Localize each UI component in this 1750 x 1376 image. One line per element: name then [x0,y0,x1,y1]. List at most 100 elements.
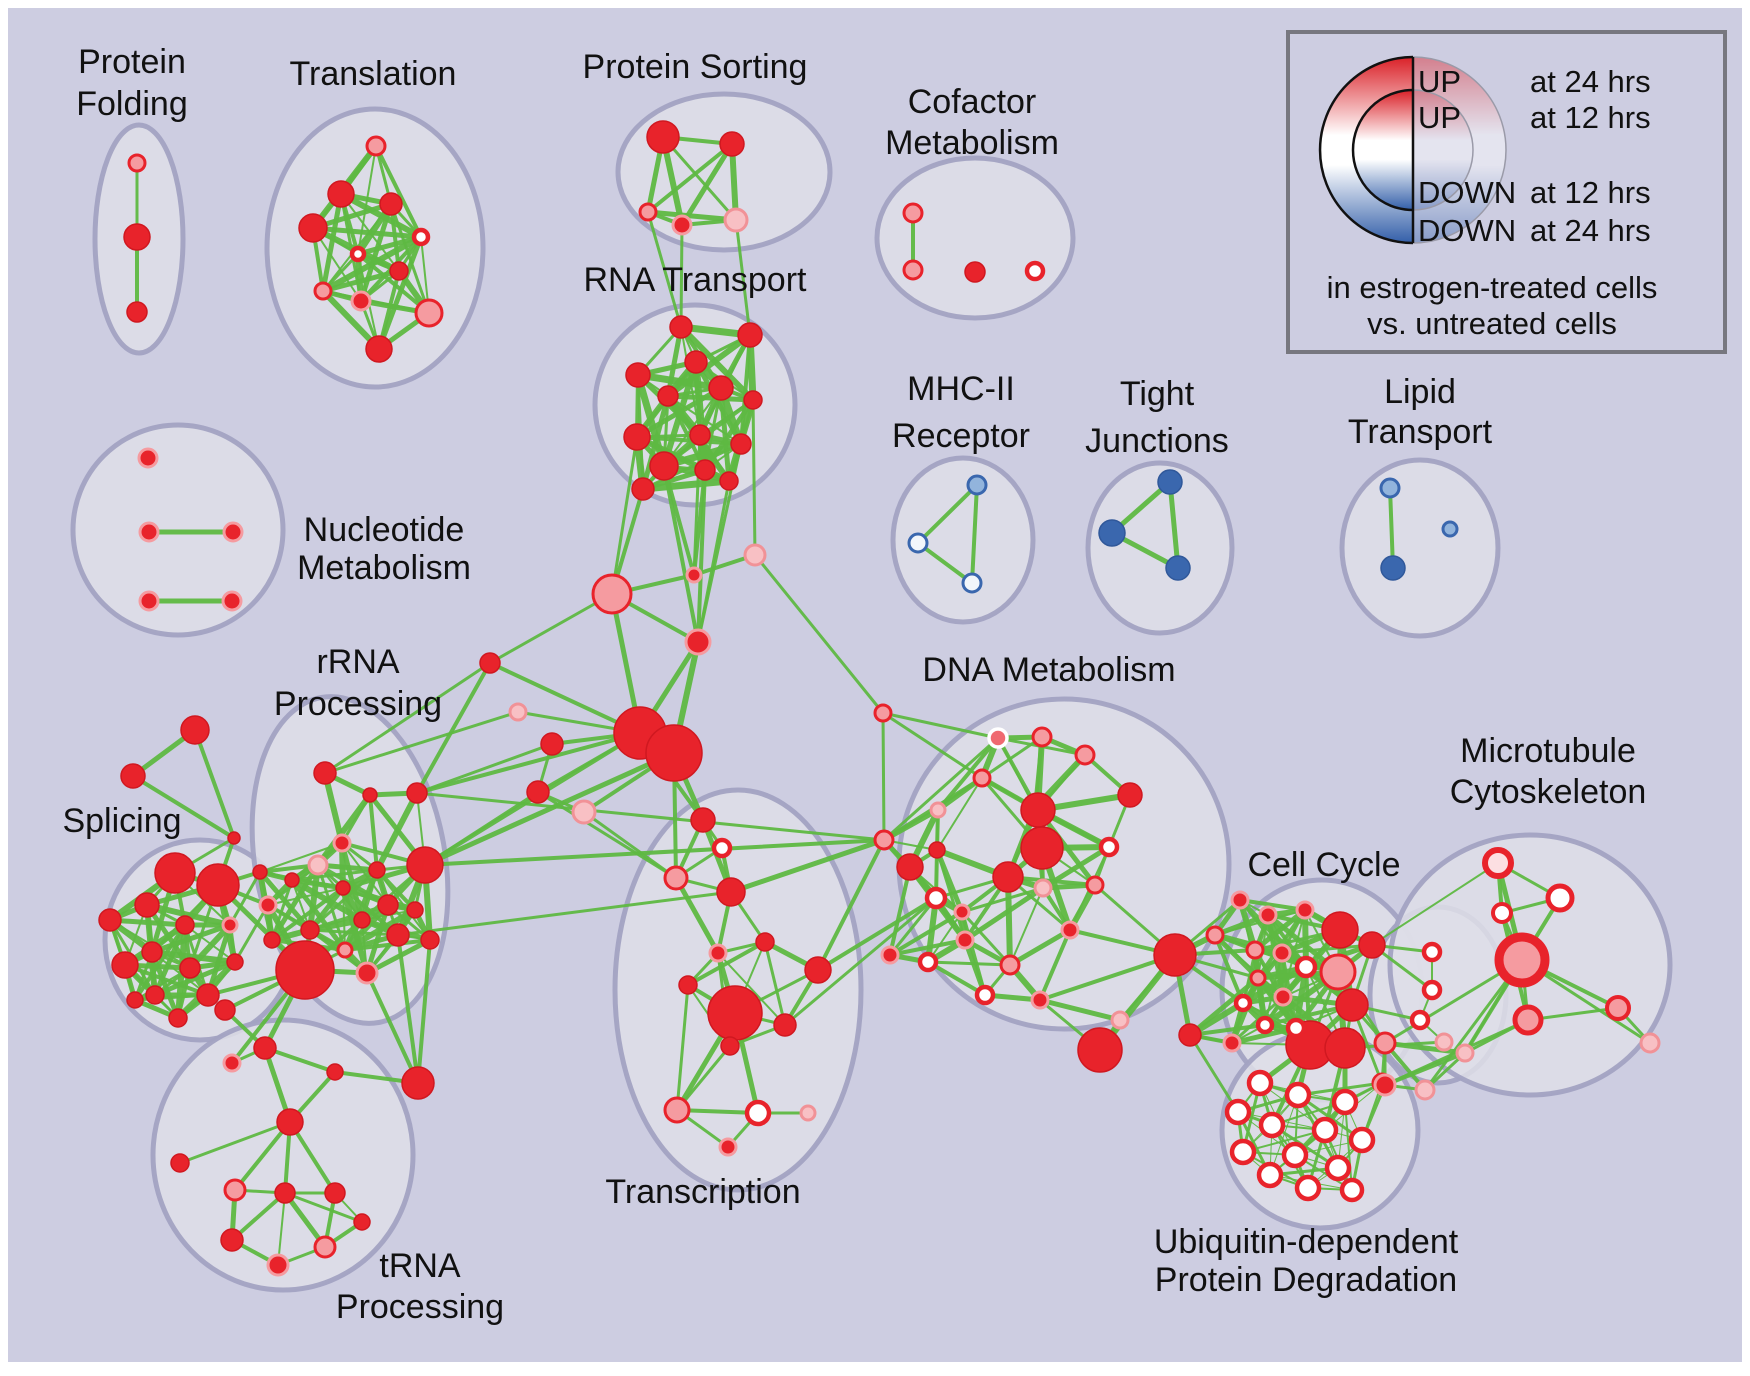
edge [888,938,967,957]
edge [323,661,492,775]
edge [107,917,188,928]
edge [149,949,181,1021]
edge [415,661,492,795]
cluster-label-ubiquitin-degradation: Ubiquitin-dependent [1154,1223,1459,1261]
gene-node-bw [961,572,983,594]
gene-node-s [928,841,946,859]
gene-node-s [694,459,716,481]
cluster-label-rrna-processing: Processing [274,685,442,723]
edge [1037,997,1123,1023]
gene-node-s [196,863,240,907]
legend-caption-line-1: vs. untreated cells [1367,306,1617,341]
edge [415,742,554,795]
gene-node-s [689,424,711,446]
gene-node-rp [1373,1073,1397,1097]
cluster-label-lipid-transport: Transport [1348,413,1493,451]
gene-node-s [743,390,763,410]
edge [358,201,394,304]
cluster-ellipse-tight-junctions [1085,460,1235,636]
cluster-label-mhc-ii-receptor: Receptor [892,417,1030,455]
gene-node-s [275,940,335,1000]
gene-node-bl [1379,477,1401,499]
gene-node-s [707,985,763,1041]
gene-node-w [1545,883,1575,913]
edge [416,938,432,1085]
edge [639,477,733,493]
edge [1296,1081,1384,1097]
gene-node-p [1494,932,1550,988]
edge [960,886,1045,914]
legend-direction-label-2: DOWN [1418,175,1516,210]
gene-node-s [111,951,139,979]
edge [149,922,233,955]
edge [728,837,887,895]
gene-node-rp [1060,920,1080,940]
gene-node-w [1246,1069,1274,1097]
gene-node-rp [258,895,278,915]
gene-node-p [365,135,387,157]
gene-node-s [276,1108,304,1136]
gene-node-s [141,941,163,963]
edge [679,223,684,329]
cluster-label-lipid-transport: Lipid [1384,373,1456,411]
cluster-label-cofactor-metabolism: Cofactor [908,83,1037,121]
edge [1371,862,1499,946]
gene-node-p [902,259,924,281]
gene-node-w [711,837,733,859]
gene-node-rp [708,943,728,963]
gene-node-w [1421,941,1443,963]
edge [763,940,787,1027]
cluster-label-microtubule-cytoskeleton: Microtubule [1460,732,1636,770]
gene-node-s [253,1036,277,1060]
cluster-label-cell-cycle: Cell Cycle [1247,846,1400,884]
edge [365,971,420,1085]
cluster-label-nucleotide-metabolism: Nucleotide [304,511,465,549]
gene-node-s [804,956,832,984]
gene-node-rp [1230,890,1250,910]
gene-node-s [755,932,775,952]
edge [1188,1033,1240,1114]
cluster-ellipse-protein-sorting [615,91,833,253]
gene-node-s [646,120,680,154]
cluster-label-translation: Translation [290,55,457,93]
edge [320,268,402,294]
gene-node-s [274,1182,296,1204]
gene-node-s [126,991,144,1009]
gene-node-p [663,865,689,891]
edge [675,1044,732,1112]
gene-node-rp [955,930,975,950]
edge [1238,898,1307,912]
legend-time-label-3: at 24 hrs [1530,213,1651,248]
gene-node-s [992,861,1024,893]
gene-node-p [1031,726,1053,748]
edge [926,960,987,997]
legend-direction-label-1: UP [1418,100,1461,135]
edge [422,750,677,868]
gene-node-p [313,281,333,301]
gene-node-rp [266,1253,290,1277]
edge [675,983,690,1112]
edge [751,398,757,557]
gene-node-s [1020,826,1064,870]
gene-node-p [663,1096,691,1124]
cluster-label-transcription: Transcription [605,1173,800,1211]
edge [368,793,379,872]
edge [816,896,938,972]
gene-node-s [377,894,399,916]
edge [696,479,731,644]
gene-node-lp [723,207,749,233]
gene-node-s [1321,911,1359,949]
gene-node-w [1339,1177,1365,1203]
gene-node-s [327,180,355,208]
gene-node-s [964,261,986,283]
gene-node-p [1085,875,1105,895]
edge [1040,844,1112,891]
gene-node-p [1074,744,1096,766]
gene-node-p [999,954,1021,976]
cluster-label-ubiquitin-degradation: Protein Degradation [1155,1261,1457,1299]
gene-node-w [1324,1154,1352,1182]
edge [1344,1101,1353,1191]
gene-node-rp [684,628,712,656]
edge [783,896,938,1027]
